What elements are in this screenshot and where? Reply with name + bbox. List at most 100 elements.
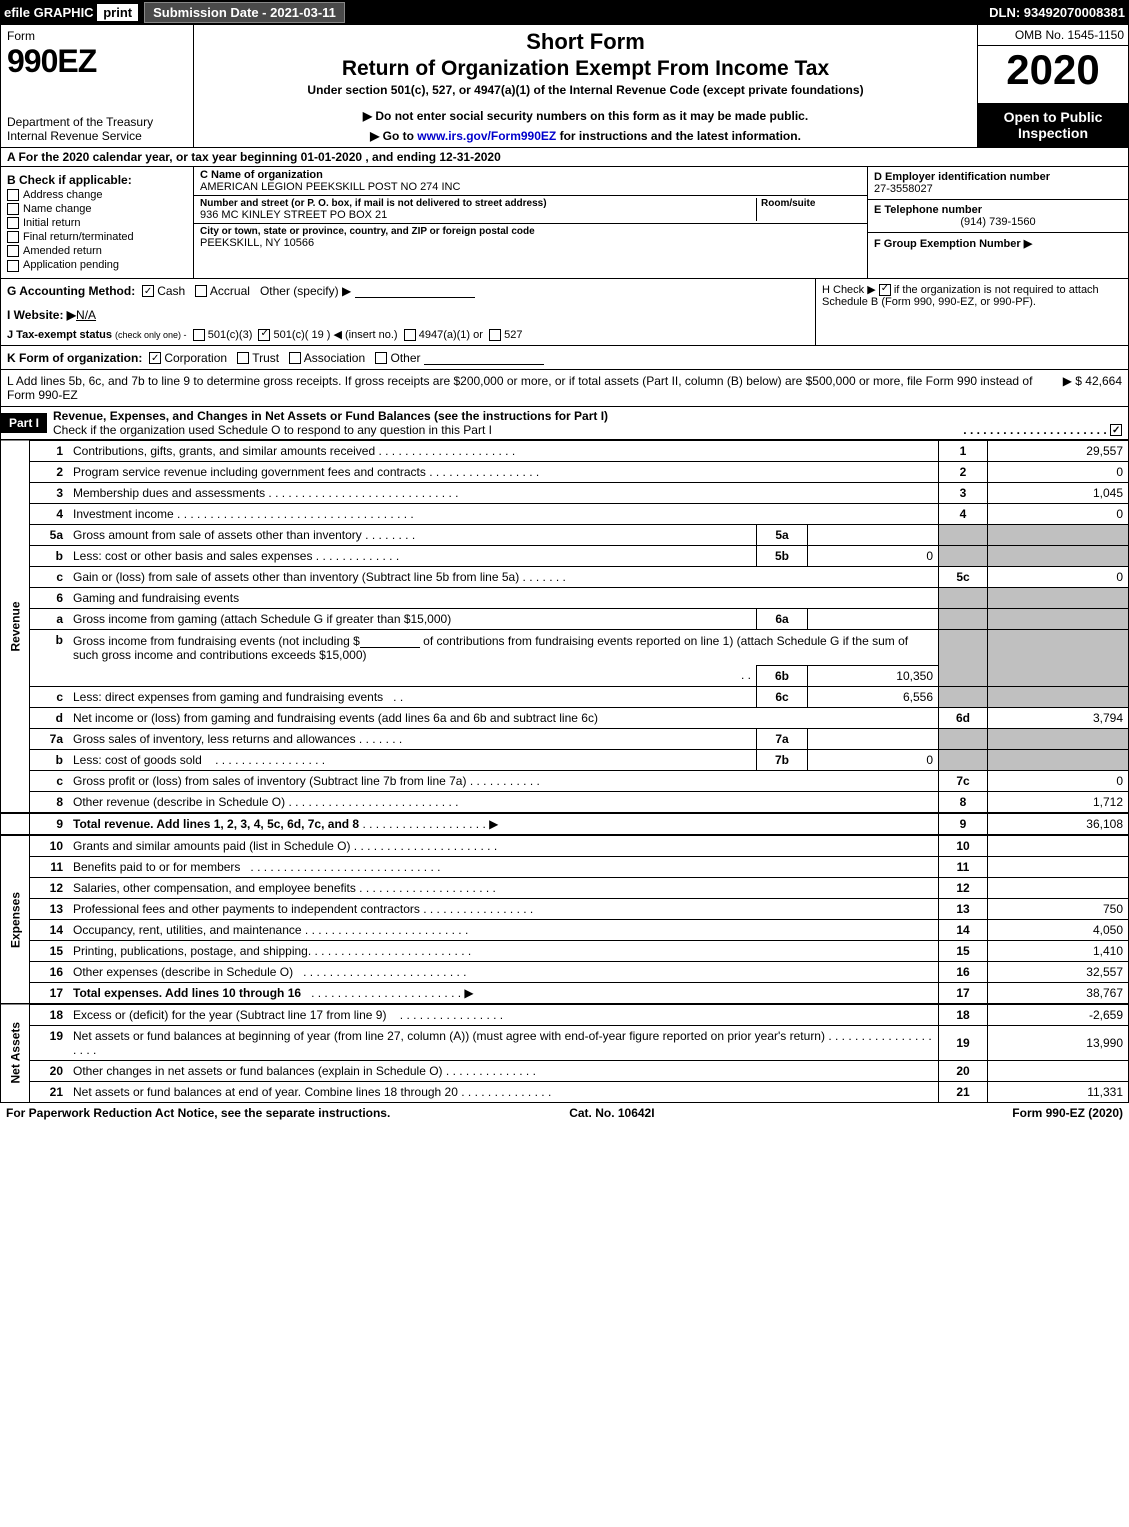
table-row: c Gain or (loss) from sale of assets oth… bbox=[1, 566, 1129, 587]
checkbox-527[interactable] bbox=[489, 329, 501, 341]
l-text: L Add lines 5b, 6c, and 7b to line 9 to … bbox=[7, 374, 1053, 402]
form-header: Form 990EZ Department of the Treasury In… bbox=[0, 25, 1129, 148]
j-label: J Tax-exempt status bbox=[7, 329, 112, 341]
side-label-expenses: Expenses bbox=[1, 835, 30, 1004]
table-row: Revenue 1 Contributions, gifts, grants, … bbox=[1, 440, 1129, 461]
table-row: 21 Net assets or fund balances at end of… bbox=[1, 1081, 1129, 1102]
checkbox-other-org[interactable] bbox=[375, 352, 387, 364]
table-row: 8 Other revenue (describe in Schedule O)… bbox=[1, 791, 1129, 813]
table-row: 16 Other expenses (describe in Schedule … bbox=[1, 961, 1129, 982]
checkbox-amended-return[interactable]: Amended return bbox=[7, 245, 187, 257]
row-a-tax-year: A For the 2020 calendar year, or tax yea… bbox=[0, 148, 1129, 167]
footer-right: Form 990-EZ (2020) bbox=[1012, 1106, 1123, 1120]
form-number: 990EZ bbox=[7, 43, 187, 80]
row-l-gross-receipts: L Add lines 5b, 6c, and 7b to line 9 to … bbox=[0, 370, 1129, 407]
note2-pre: ▶ Go to bbox=[370, 129, 417, 143]
table-row: 3 Membership dues and assessments . . . … bbox=[1, 482, 1129, 503]
ein-label: D Employer identification number bbox=[874, 171, 1122, 183]
row-k-form-org: K Form of organization: Corporation Trus… bbox=[0, 346, 1129, 370]
table-row: c Less: direct expenses from gaming and … bbox=[1, 686, 1129, 707]
table-row: b Gross income from fundraising events (… bbox=[1, 629, 1129, 665]
table-row: b Less: cost of goods sold . . . . . . .… bbox=[1, 749, 1129, 770]
table-row: d Net income or (loss) from gaming and f… bbox=[1, 707, 1129, 728]
col-b-header: B Check if applicable: bbox=[7, 173, 187, 187]
col-de-contact: D Employer identification number 27-3558… bbox=[867, 167, 1128, 278]
table-row: 7a Gross sales of inventory, less return… bbox=[1, 728, 1129, 749]
form-title-block: Short Form Return of Organization Exempt… bbox=[194, 25, 977, 147]
checkbox-accrual[interactable] bbox=[195, 285, 207, 297]
ssn-warning: ▶ Do not enter social security numbers o… bbox=[200, 109, 971, 123]
short-form-title: Short Form bbox=[200, 29, 971, 55]
table-row: 12 Salaries, other compensation, and emp… bbox=[1, 877, 1129, 898]
street-value: 936 MC KINLEY STREET PO BOX 21 bbox=[200, 209, 756, 221]
side-label-revenue: Revenue bbox=[1, 440, 30, 813]
table-row: c Gross profit or (loss) from sales of i… bbox=[1, 770, 1129, 791]
note2-post: for instructions and the latest informat… bbox=[556, 129, 801, 143]
form-id-block: Form 990EZ Department of the Treasury In… bbox=[1, 25, 194, 147]
city-label: City or town, state or province, country… bbox=[200, 226, 861, 237]
page-footer: For Paperwork Reduction Act Notice, see … bbox=[0, 1103, 1129, 1123]
dln-label: DLN: 93492070008381 bbox=[989, 5, 1125, 20]
checkbox-application-pending[interactable]: Application pending bbox=[7, 259, 187, 271]
g-label: G Accounting Method: bbox=[7, 284, 135, 298]
col-b-checkboxes: B Check if applicable: Address change Na… bbox=[1, 167, 194, 278]
row-h-schedule-b: H Check ▶ if the organization is not req… bbox=[815, 279, 1128, 345]
other-org-input[interactable] bbox=[424, 350, 544, 365]
table-row: a Gross income from gaming (attach Sched… bbox=[1, 608, 1129, 629]
checkbox-initial-return[interactable]: Initial return bbox=[7, 217, 187, 229]
form-word: Form bbox=[7, 29, 187, 43]
phone-value: (914) 739-1560 bbox=[874, 216, 1122, 228]
checkbox-cash[interactable] bbox=[142, 285, 154, 297]
table-row: 2 Program service revenue including gove… bbox=[1, 461, 1129, 482]
checkbox-trust[interactable] bbox=[237, 352, 249, 364]
table-row: 14 Occupancy, rent, utilities, and maint… bbox=[1, 919, 1129, 940]
department-label: Department of the Treasury Internal Reve… bbox=[7, 95, 187, 143]
print-button[interactable]: print bbox=[97, 4, 138, 21]
ein-value: 27-3558027 bbox=[874, 183, 1122, 195]
city-value: PEEKSKILL, NY 10566 bbox=[200, 237, 861, 249]
table-row: b Less: cost or other basis and sales ex… bbox=[1, 545, 1129, 566]
checkbox-corporation[interactable] bbox=[149, 352, 161, 364]
section-bcdef: B Check if applicable: Address change Na… bbox=[0, 167, 1129, 279]
checkbox-final-return[interactable]: Final return/terminated bbox=[7, 231, 187, 243]
efile-label: efile GRAPHIC bbox=[4, 5, 94, 20]
checkbox-501c3[interactable] bbox=[193, 329, 205, 341]
group-exemption-label: F Group Exemption Number ▶ bbox=[874, 237, 1122, 250]
table-row: 19 Net assets or fund balances at beginn… bbox=[1, 1025, 1129, 1060]
row-gh: G Accounting Method: Cash Accrual Other … bbox=[0, 279, 1129, 346]
checkbox-address-change[interactable]: Address change bbox=[7, 189, 187, 201]
table-row: Expenses 10 Grants and similar amounts p… bbox=[1, 835, 1129, 857]
org-name-value: AMERICAN LEGION PEEKSKILL POST NO 274 IN… bbox=[200, 181, 861, 193]
street-label: Number and street (or P. O. box, if mail… bbox=[200, 198, 756, 209]
part1-header-row: Part I Revenue, Expenses, and Changes in… bbox=[0, 407, 1129, 440]
checkbox-schedule-b[interactable] bbox=[879, 284, 891, 296]
omb-block: OMB No. 1545-1150 2020 Open to Public In… bbox=[977, 25, 1128, 147]
room-label: Room/suite bbox=[761, 198, 861, 209]
main-title: Return of Organization Exempt From Incom… bbox=[200, 57, 971, 81]
contrib-amount-input[interactable] bbox=[360, 633, 420, 648]
checkbox-name-change[interactable]: Name change bbox=[7, 203, 187, 215]
footer-left: For Paperwork Reduction Act Notice, see … bbox=[6, 1106, 390, 1120]
checkbox-association[interactable] bbox=[289, 352, 301, 364]
checkbox-501c[interactable] bbox=[258, 329, 270, 341]
checkbox-schedule-o[interactable] bbox=[1110, 424, 1122, 436]
table-row: 11 Benefits paid to or for members . . .… bbox=[1, 856, 1129, 877]
table-row: 13 Professional fees and other payments … bbox=[1, 898, 1129, 919]
submission-date-badge: Submission Date - 2021-03-11 bbox=[144, 2, 345, 23]
l-amount: ▶ $ 42,664 bbox=[1063, 374, 1122, 402]
top-bar: efile GRAPHIC print Submission Date - 20… bbox=[0, 0, 1129, 25]
other-method-input[interactable] bbox=[355, 283, 475, 298]
table-row: 5a Gross amount from sale of assets othe… bbox=[1, 524, 1129, 545]
omb-number: OMB No. 1545-1150 bbox=[978, 25, 1128, 46]
table-row: 4 Investment income . . . . . . . . . . … bbox=[1, 503, 1129, 524]
part1-title: Revenue, Expenses, and Changes in Net As… bbox=[47, 407, 1128, 439]
subtitle: Under section 501(c), 527, or 4947(a)(1)… bbox=[200, 83, 971, 97]
checkbox-4947[interactable] bbox=[404, 329, 416, 341]
col-c-org-info: C Name of organization AMERICAN LEGION P… bbox=[194, 167, 867, 278]
table-row: Net Assets 18 Excess or (deficit) for th… bbox=[1, 1004, 1129, 1026]
table-row: 15 Printing, publications, postage, and … bbox=[1, 940, 1129, 961]
k-label: K Form of organization: bbox=[7, 351, 142, 365]
website-value: N/A bbox=[76, 308, 96, 322]
public-inspection-badge: Open to Public Inspection bbox=[978, 103, 1128, 147]
irs-link[interactable]: www.irs.gov/Form990EZ bbox=[417, 129, 556, 143]
